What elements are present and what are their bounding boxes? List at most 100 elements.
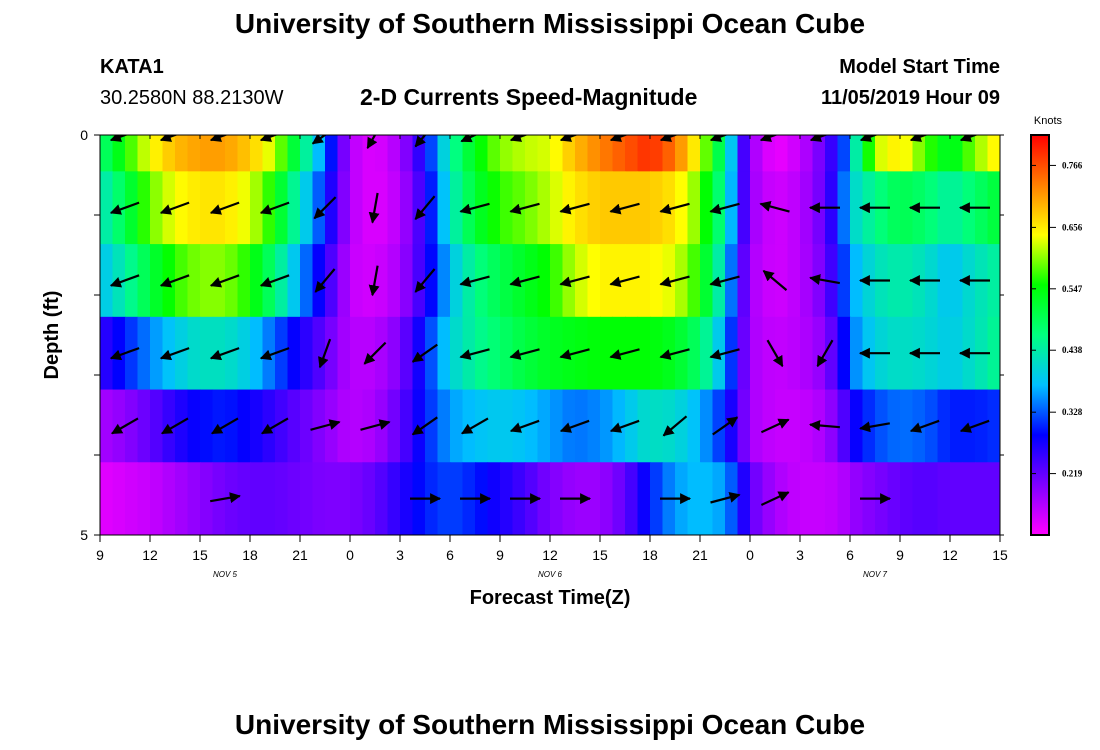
heatmap-cell: [975, 135, 989, 172]
heatmap-cell: [100, 316, 114, 391]
heatmap-cell: [937, 135, 951, 172]
heatmap-cell: [475, 171, 489, 245]
heatmap-cell: [150, 171, 164, 245]
heatmap-cell: [837, 244, 851, 318]
heatmap-cell: [925, 135, 939, 172]
current-vector: [559, 202, 590, 215]
current-vector: [459, 348, 490, 360]
heatmap-cell: [287, 389, 301, 463]
heatmap-cell: [775, 389, 789, 463]
heatmap-cell: [400, 135, 414, 172]
heatmap-cell: [475, 244, 489, 318]
current-vector: [459, 275, 490, 288]
heatmap-cell: [325, 316, 339, 391]
heatmap-cell: [775, 135, 789, 172]
heatmap-cell: [700, 462, 714, 535]
x-tick-label: 6: [846, 547, 854, 563]
heatmap-cell: [425, 135, 439, 172]
heatmap-cell: [287, 135, 301, 172]
heatmap-cell: [375, 462, 389, 535]
heatmap-cell: [587, 389, 601, 463]
heatmap-cell: [637, 316, 651, 391]
current-vector: [209, 347, 240, 361]
heatmap-cell: [650, 316, 664, 391]
current-vector: [209, 274, 240, 288]
heatmap-cell: [725, 316, 739, 391]
current-vector: [411, 343, 438, 363]
x-tick-label: 9: [896, 547, 904, 563]
current-vector: [709, 275, 740, 288]
heatmap-cell: [137, 171, 151, 245]
heatmap-cell: [387, 171, 401, 245]
heatmap-cell: [487, 316, 501, 391]
x-tick-label: 0: [746, 547, 754, 563]
heatmap-cell: [450, 389, 464, 463]
heatmap-cell: [387, 244, 401, 318]
heatmap-cell: [837, 462, 851, 535]
heatmap-cell: [437, 244, 451, 318]
heatmap-cell: [700, 389, 714, 463]
heatmap-cell: [925, 389, 939, 463]
current-vector: [318, 338, 332, 369]
heatmap-cell: [475, 135, 489, 172]
heatmap-cell: [737, 135, 751, 172]
heatmap-cell: [937, 316, 951, 391]
heatmap-cell: [150, 316, 164, 391]
heatmap-cell: [487, 462, 501, 535]
current-vector: [759, 135, 779, 142]
current-vector: [459, 202, 490, 215]
heatmap-cell: [125, 244, 139, 318]
heatmap-cell: [275, 171, 289, 245]
heatmap-cell: [812, 462, 826, 535]
heatmap-cell: [250, 316, 264, 391]
heatmap-cell: [475, 389, 489, 463]
heatmap-cell: [737, 462, 751, 535]
heatmap-cell: [762, 135, 776, 172]
current-vector: [159, 201, 190, 215]
heatmap-cell: [337, 135, 351, 172]
heatmap-cell: [687, 316, 701, 391]
heatmap-cell: [375, 244, 389, 318]
current-vector: [211, 417, 239, 435]
heatmap-cell: [125, 316, 139, 391]
current-vector: [414, 268, 436, 293]
heatmap-cell: [337, 244, 351, 318]
heatmap-cell: [625, 389, 639, 463]
current-vector: [109, 201, 140, 215]
heatmap-cell: [500, 244, 514, 318]
heatmap-cell: [900, 316, 914, 391]
heatmap-cell: [437, 316, 451, 391]
heatmap-cell: [225, 316, 239, 391]
heatmap-cell: [200, 389, 214, 463]
heatmap-cell: [800, 316, 814, 391]
heatmap-cell: [237, 171, 251, 245]
chart-title: 2-D Currents Speed-Magnitude: [360, 84, 698, 110]
heatmap-cell: [637, 171, 651, 245]
heatmap-cell: [887, 244, 901, 318]
heatmap-cell: [112, 462, 126, 535]
current-vector: [609, 202, 640, 215]
heatmap-cell: [425, 244, 439, 318]
heatmap-cell: [687, 135, 701, 172]
current-vector: [859, 135, 879, 142]
heatmap-cell: [525, 389, 539, 463]
heatmap-cell: [362, 244, 376, 318]
heatmap-cell: [362, 462, 376, 535]
heatmap-cell: [762, 462, 776, 535]
x-tick-label: 0: [346, 547, 354, 563]
heatmap-cell: [250, 244, 264, 318]
heatmap-cell: [775, 316, 789, 391]
station-coords: 30.2580N 88.2130W: [100, 87, 284, 109]
current-vector: [509, 202, 540, 215]
current-vector: [760, 418, 790, 434]
y-axis: 05: [80, 127, 1004, 543]
heatmap-cell: [537, 389, 551, 463]
heatmap-cell: [762, 316, 776, 391]
heatmap-cell: [887, 462, 901, 535]
current-vector: [111, 417, 139, 435]
heatmap-cell: [187, 316, 201, 391]
heatmap-cell: [187, 389, 201, 463]
heatmap-cell: [487, 389, 501, 463]
heatmap-cell: [362, 389, 376, 463]
heatmap-cell: [225, 135, 239, 172]
